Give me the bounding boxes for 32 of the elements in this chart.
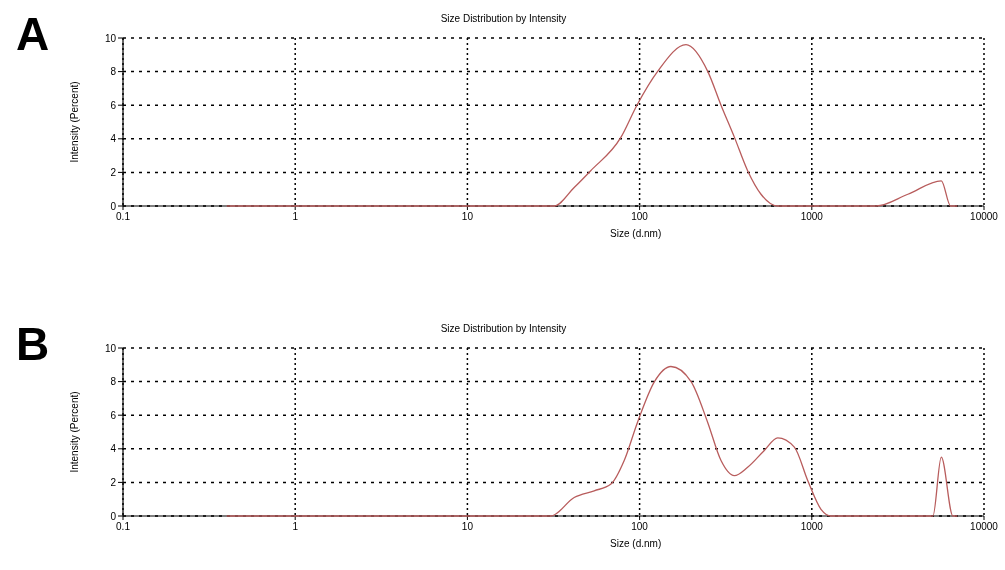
x-tick-label: 0.1 — [116, 211, 131, 222]
x-tick-label: 1 — [292, 211, 299, 222]
x-tick-label: 1 — [292, 521, 299, 532]
x-tick-label: 1000 — [800, 211, 824, 222]
x-tick-label: 10 — [461, 211, 474, 222]
x-tick-label: 10000 — [970, 211, 999, 222]
y-tick-label: 6 — [110, 409, 117, 421]
y-tick-label: 6 — [110, 99, 117, 111]
x-tick-label: 10000 — [970, 521, 999, 532]
y-tick-label: 8 — [110, 376, 117, 388]
y-tick-label: 0 — [110, 510, 117, 522]
y-tick-label: 8 — [110, 66, 117, 78]
x-tick-label: 100 — [631, 521, 649, 532]
x-tick-label: 100 — [631, 211, 649, 222]
y-tick-label: 2 — [110, 476, 117, 488]
y-axis-title: Intensity (Percent) — [69, 391, 80, 473]
y-tick-label: 0 — [110, 200, 117, 212]
x-axis-title: Size (d.nm) — [610, 538, 662, 549]
y-tick-label: 2 — [110, 166, 117, 178]
y-tick-label: 10 — [104, 342, 117, 354]
text: B — [16, 318, 50, 370]
y-tick-label: 10 — [104, 32, 117, 44]
text: A — [16, 8, 50, 60]
y-tick-label: 4 — [110, 133, 117, 145]
y-axis-title: Intensity (Percent) — [69, 81, 80, 163]
chart-title: Size Distribution by Intensity — [440, 323, 567, 334]
x-axis-title: Size (d.nm) — [610, 228, 662, 239]
x-tick-label: 10 — [461, 521, 474, 532]
x-tick-label: 1000 — [800, 521, 824, 532]
x-tick-label: 0.1 — [116, 521, 131, 532]
chart-title: Size Distribution by Intensity — [440, 13, 567, 24]
y-tick-label: 4 — [110, 443, 117, 455]
